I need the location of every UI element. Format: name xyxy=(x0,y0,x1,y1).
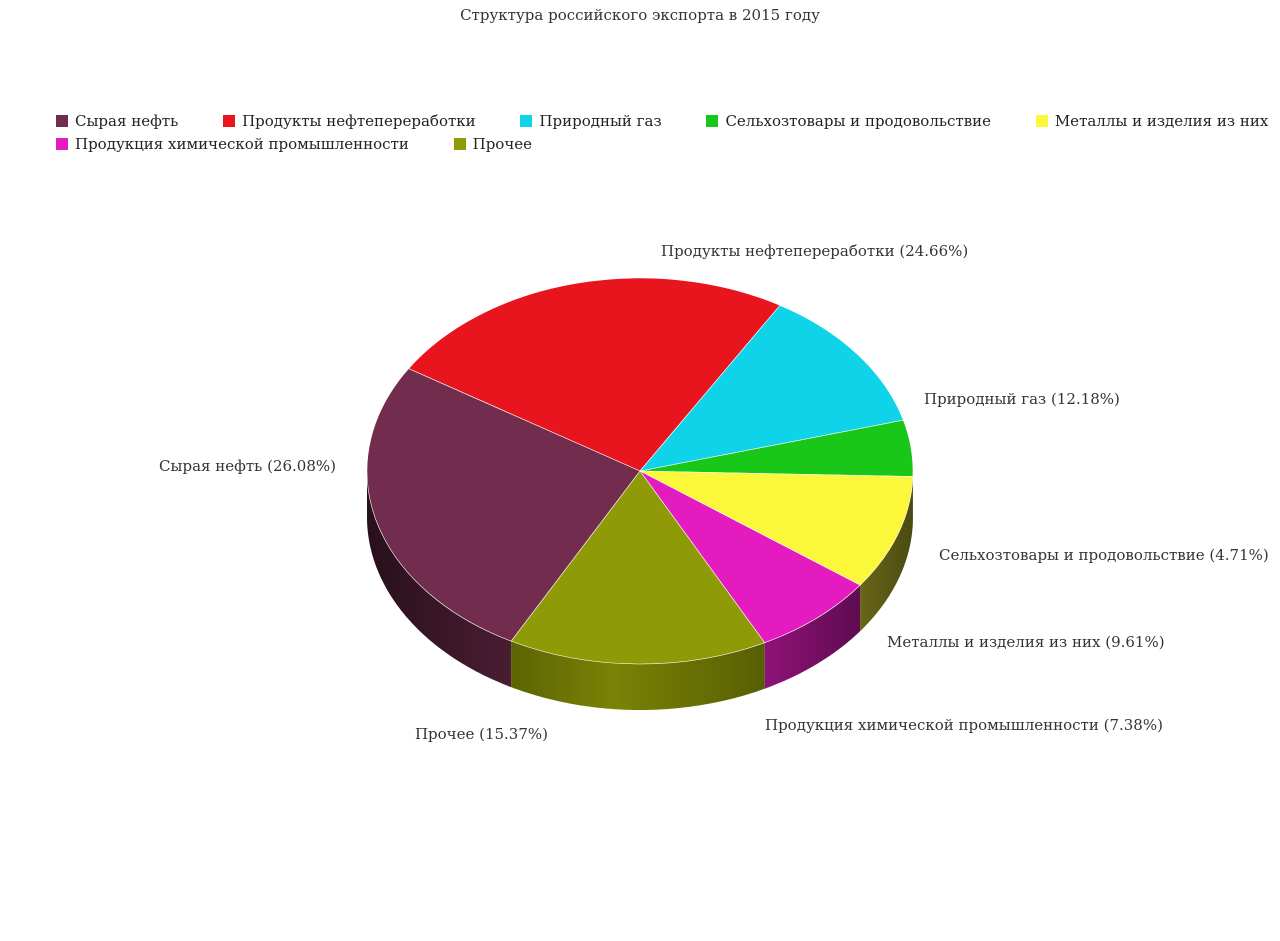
legend-swatch-oil-products xyxy=(223,115,236,127)
pie-side-other xyxy=(511,641,765,710)
legend-item-chemicals[interactable]: Продукция химической промышленности xyxy=(56,133,409,156)
legend-label-oil-products: Продукты нефтепереработки xyxy=(242,112,476,130)
pie-side-chemicals xyxy=(764,585,861,689)
legend-label-natural-gas: Природный газ xyxy=(539,112,662,130)
chart-title: Структура российского экспорта в 2015 го… xyxy=(460,6,820,24)
legend-row-2: Продукция химической промышленности Проч… xyxy=(56,133,1276,156)
legend: Сырая нефть Продукты нефтепереработки Пр… xyxy=(56,110,1276,156)
pie-labels: Сырая нефть (26.08%) Продукты нефтеперер… xyxy=(159,242,1269,743)
legend-label-agriculture: Сельхозтовары и продовольствие xyxy=(725,112,992,130)
pie-sides xyxy=(367,471,913,710)
legend-swatch-agriculture xyxy=(706,115,719,127)
pie-slice-natural-gas[interactable] xyxy=(639,304,904,472)
slice-label-chemicals: Продукция химической промышленности (7.3… xyxy=(765,716,1163,734)
pie-side-crude-oil xyxy=(367,471,512,688)
pie-top xyxy=(366,277,914,665)
legend-swatch-metals xyxy=(1035,115,1048,127)
legend-item-oil-products[interactable]: Продукты нефтепереработки xyxy=(223,110,476,133)
pie-slice-chemicals[interactable] xyxy=(639,470,861,644)
legend-row-1: Сырая нефть Продукты нефтепереработки Пр… xyxy=(56,110,1276,133)
slice-label-natural-gas: Природный газ (12.18%) xyxy=(924,390,1120,408)
legend-label-other: Прочее xyxy=(472,135,532,153)
legend-item-natural-gas[interactable]: Природный газ xyxy=(520,110,662,133)
slice-label-agriculture: Сельхозтовары и продовольствие (4.71%) xyxy=(939,546,1269,564)
legend-swatch-chemicals xyxy=(56,138,68,150)
legend-swatch-crude-oil xyxy=(56,115,68,127)
legend-item-metals[interactable]: Металлы и изделия из них xyxy=(1035,110,1269,133)
slice-label-crude-oil: Сырая нефть (26.08%) xyxy=(159,457,336,475)
legend-swatch-natural-gas xyxy=(520,115,533,127)
pie-side-metals xyxy=(860,476,913,632)
legend-item-agriculture[interactable]: Сельхозтовары и продовольствие xyxy=(706,110,991,133)
pie-slice-other[interactable] xyxy=(510,470,766,665)
pie-slice-crude-oil[interactable] xyxy=(366,368,641,642)
legend-item-other[interactable]: Прочее xyxy=(453,133,532,156)
pie-slice-oil-products[interactable] xyxy=(408,277,781,472)
legend-swatch-other xyxy=(453,138,466,150)
legend-item-crude-oil[interactable]: Сырая нефть xyxy=(56,110,178,133)
legend-label-metals: Металлы и изделия из них xyxy=(1054,112,1269,130)
slice-label-other: Прочее (15.37%) xyxy=(415,725,548,743)
legend-label-crude-oil: Сырая нефть xyxy=(75,112,179,130)
slice-label-metals: Металлы и изделия из них (9.61%) xyxy=(887,633,1165,651)
pie-slice-metals[interactable] xyxy=(639,470,914,586)
slice-label-oil-products: Продукты нефтепереработки (24.66%) xyxy=(661,242,968,260)
legend-label-chemicals: Продукция химической промышленности xyxy=(75,135,409,153)
